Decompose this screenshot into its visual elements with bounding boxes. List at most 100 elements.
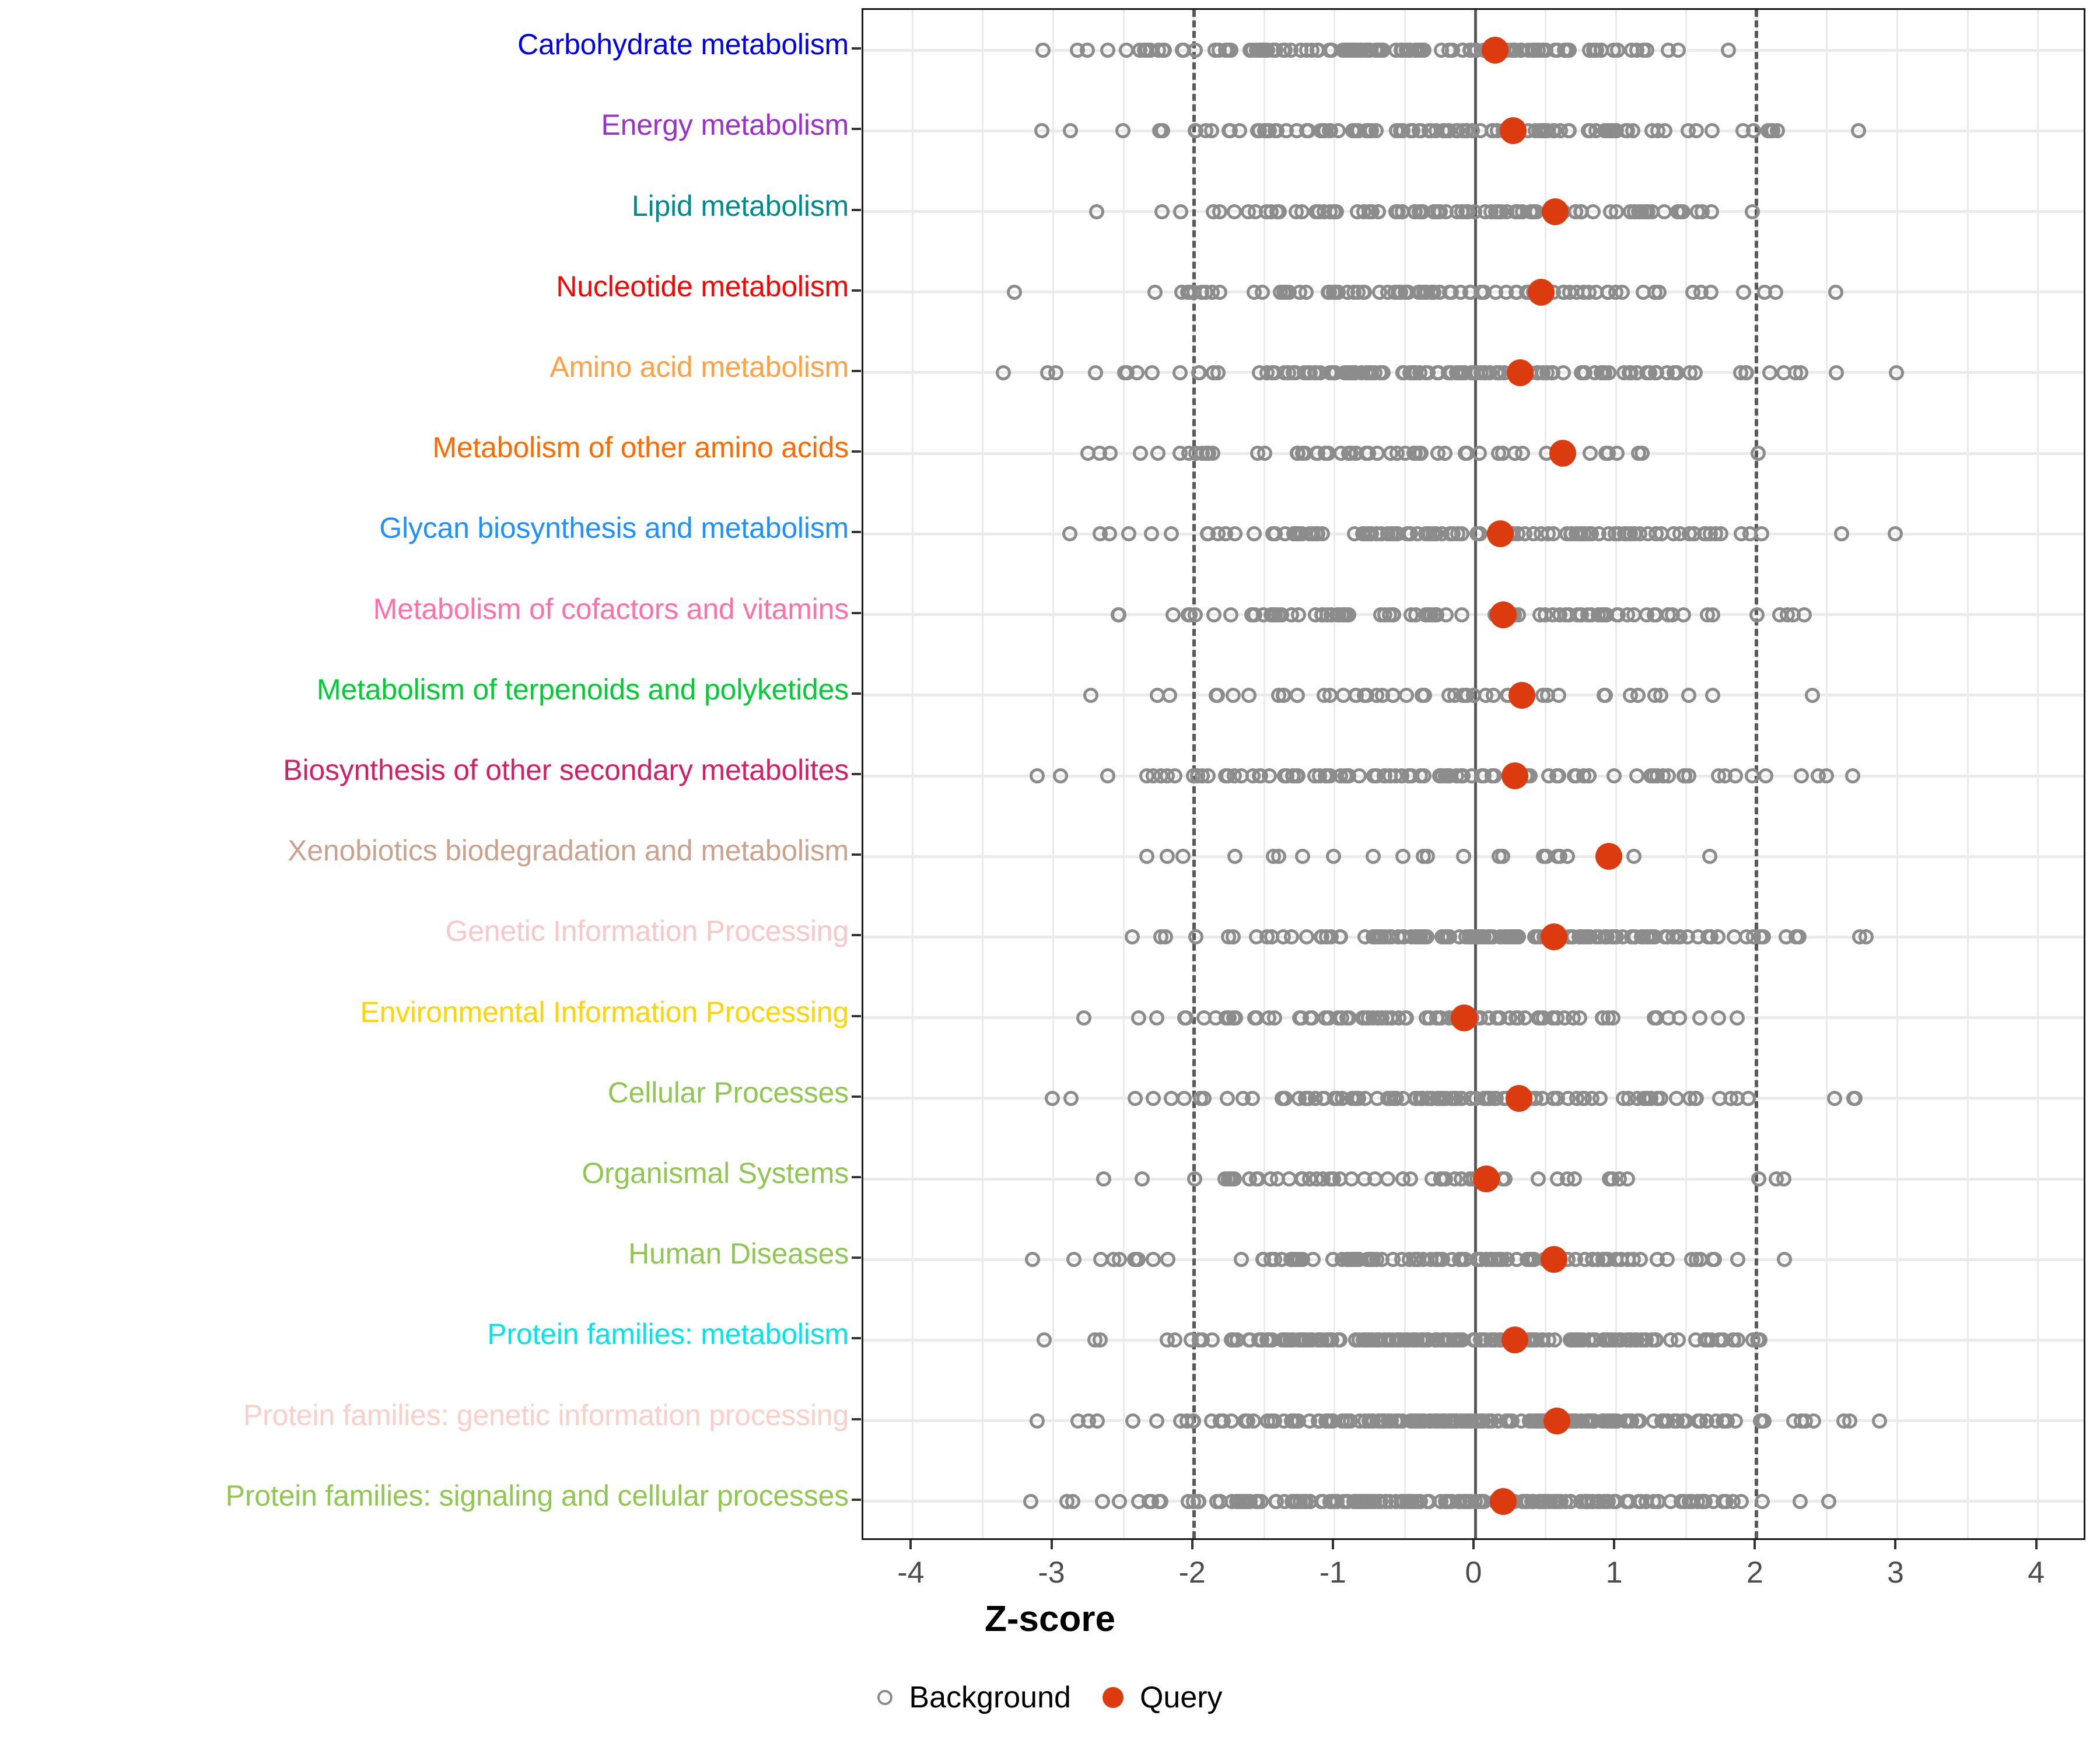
background-point	[1024, 1252, 1040, 1268]
background-point	[1728, 1413, 1744, 1429]
background-point	[1276, 284, 1292, 300]
background-point	[1217, 1171, 1233, 1187]
y-axis-category-label: Metabolism of terpenoids and polyketides	[317, 673, 849, 706]
background-point	[1388, 204, 1404, 219]
query-point[interactable]	[1541, 923, 1568, 951]
background-point	[1637, 1332, 1653, 1348]
background-point	[1204, 123, 1220, 139]
background-point	[1618, 123, 1633, 139]
background-point	[1610, 607, 1626, 622]
background-point	[1581, 768, 1597, 783]
background-point	[1325, 365, 1340, 380]
query-point[interactable]	[1473, 1166, 1500, 1193]
background-point	[1430, 204, 1446, 219]
background-point	[1395, 1413, 1410, 1429]
background-point	[1704, 123, 1720, 139]
background-point	[1159, 768, 1175, 783]
background-point	[1478, 687, 1493, 703]
background-point	[1449, 768, 1465, 783]
background-point	[1346, 526, 1362, 542]
background-point	[1643, 768, 1658, 783]
background-point	[1455, 1332, 1471, 1348]
query-point[interactable]	[1490, 1488, 1517, 1515]
background-point	[1301, 1090, 1317, 1106]
query-point[interactable]	[1490, 601, 1517, 628]
query-point[interactable]	[1450, 1004, 1478, 1031]
y-axis-category-label: Human Diseases	[628, 1237, 849, 1270]
background-point	[1751, 1171, 1766, 1187]
background-point	[1889, 365, 1905, 380]
background-point	[1184, 1332, 1199, 1348]
query-point[interactable]	[1541, 1246, 1568, 1273]
background-point	[1210, 687, 1225, 703]
background-point	[1469, 365, 1485, 380]
y-axis-tick	[852, 47, 861, 50]
background-point	[1404, 768, 1420, 783]
y-axis-category-label: Protein families: signaling and cellular…	[225, 1479, 849, 1512]
query-point[interactable]	[1549, 440, 1576, 467]
background-point	[1133, 446, 1149, 461]
background-point	[1735, 284, 1751, 300]
background-point	[1271, 849, 1287, 864]
background-point	[1151, 1493, 1167, 1509]
query-point[interactable]	[1501, 762, 1528, 789]
y-axis-category-label: Protein families: genetic information pr…	[243, 1398, 849, 1432]
query-point[interactable]	[1595, 843, 1623, 870]
query-point[interactable]	[1542, 198, 1569, 225]
background-point	[1374, 687, 1390, 703]
background-point	[1403, 607, 1419, 622]
background-point	[1639, 1493, 1654, 1509]
background-point	[1227, 849, 1242, 864]
query-point[interactable]	[1528, 278, 1555, 306]
x-axis-tick	[1050, 1540, 1053, 1549]
background-point	[1671, 1332, 1686, 1348]
background-point	[1278, 123, 1294, 139]
query-point[interactable]	[1487, 520, 1514, 548]
background-point	[1438, 1090, 1454, 1106]
background-point	[1370, 204, 1386, 219]
y-axis-tick	[852, 369, 861, 372]
legend-item-query[interactable]: Query	[1102, 1680, 1223, 1715]
query-point[interactable]	[1507, 359, 1534, 386]
background-point	[1062, 123, 1078, 139]
background-point	[1550, 1171, 1566, 1187]
background-point	[1128, 1090, 1143, 1106]
background-point	[1359, 446, 1374, 461]
y-axis-tick	[852, 1498, 861, 1501]
background-point	[1175, 849, 1191, 864]
background-point	[1595, 1010, 1611, 1026]
gridline-major	[911, 10, 914, 1538]
legend-item-background[interactable]: Background	[877, 1680, 1071, 1715]
background-point	[1624, 929, 1640, 945]
background-point	[1259, 43, 1275, 58]
background-point	[1093, 1252, 1109, 1268]
background-point	[1118, 43, 1134, 58]
query-point[interactable]	[1481, 37, 1508, 64]
background-point	[1244, 607, 1259, 622]
background-point	[1777, 1252, 1793, 1268]
background-point	[1241, 687, 1256, 703]
background-point	[1212, 1493, 1228, 1509]
background-point	[1149, 1413, 1165, 1429]
background-point	[1797, 607, 1812, 622]
query-point[interactable]	[1500, 117, 1527, 145]
background-point	[1689, 204, 1705, 219]
background-point	[1842, 1413, 1857, 1429]
query-point[interactable]	[1501, 1326, 1528, 1354]
background-point	[1526, 1493, 1542, 1509]
background-point	[1390, 929, 1406, 945]
query-point[interactable]	[1505, 1084, 1532, 1112]
background-point	[1212, 204, 1227, 219]
background-point	[1491, 1252, 1507, 1268]
y-axis-tick	[852, 128, 861, 131]
background-point	[1758, 768, 1774, 783]
background-point	[1483, 1332, 1499, 1348]
background-point	[1066, 1252, 1082, 1268]
query-point[interactable]	[1543, 1407, 1570, 1434]
query-point[interactable]	[1508, 681, 1535, 709]
background-point	[1188, 607, 1203, 622]
background-point	[1029, 768, 1045, 783]
background-point	[1159, 849, 1175, 864]
background-point	[1623, 204, 1639, 219]
background-point	[1092, 526, 1108, 542]
